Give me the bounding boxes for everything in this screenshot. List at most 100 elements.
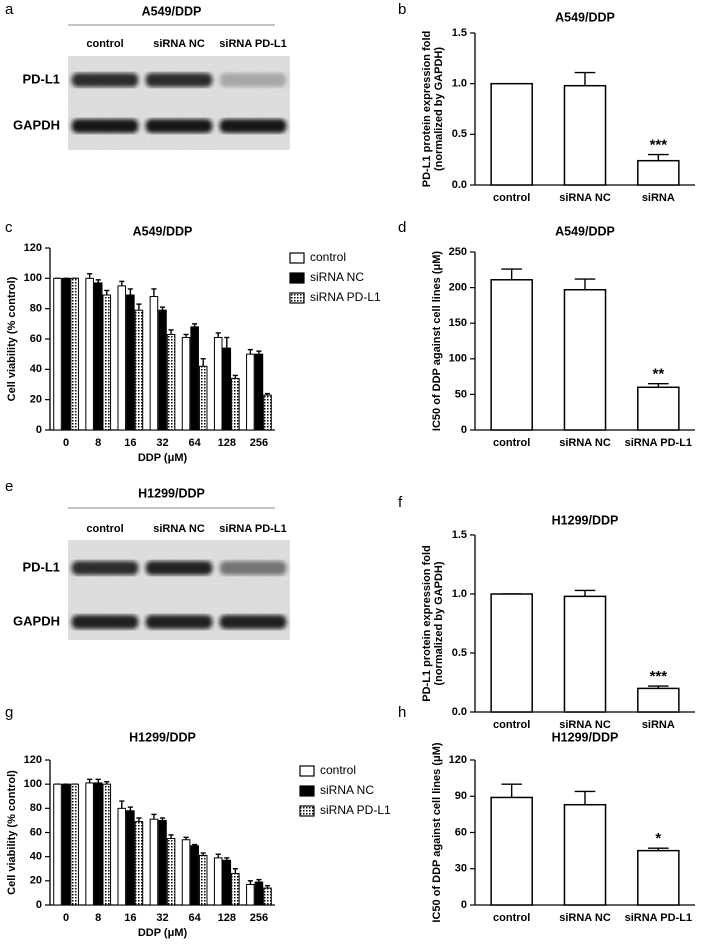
x-tick-label: 256 — [250, 437, 268, 449]
y-tick-label: 80 — [30, 802, 42, 814]
bar — [490, 593, 533, 713]
x-tick-label: 8 — [95, 912, 101, 924]
y-tick-label: 120 — [449, 754, 467, 766]
bar — [222, 859, 232, 906]
lane-label: siRNA NC — [153, 38, 205, 50]
blot-band — [145, 561, 213, 575]
y-axis-label: IC50 of DDP against cell lines (μM) — [431, 742, 443, 922]
y-tick-label: 90 — [455, 790, 467, 802]
x-tick-label: siRNA NC — [559, 437, 611, 449]
x-tick-label: siRNA — [642, 192, 675, 204]
y-tick-label: 1.0 — [452, 588, 467, 600]
blot-band — [71, 561, 139, 575]
bar — [85, 277, 94, 431]
bar — [213, 857, 223, 906]
x-tick-label: 128 — [218, 437, 236, 449]
x-tick-label: 0 — [63, 912, 69, 924]
bar — [85, 782, 94, 906]
bar — [181, 336, 191, 431]
bar — [134, 821, 144, 906]
y-tick-label: 50 — [455, 388, 467, 400]
legend-swatch — [289, 252, 305, 264]
bar — [53, 783, 62, 906]
blot-band — [71, 73, 139, 87]
bar — [231, 377, 240, 431]
bar — [490, 279, 533, 431]
y-tick-label: 100 — [24, 778, 42, 790]
x-axis-label: DDP (μM) — [138, 927, 188, 939]
y-axis-label: (normalized by GAPDH) — [433, 47, 445, 171]
y-tick-label: 0.5 — [452, 647, 467, 659]
blot-band — [145, 615, 213, 629]
x-tick-label: siRNA NC — [559, 192, 611, 204]
y-axis-label: (normalized by GAPDH) — [433, 561, 445, 685]
panel-letter: a — [5, 1, 14, 18]
significance-label: *** — [650, 137, 668, 154]
bar — [190, 845, 199, 906]
bar — [134, 309, 144, 431]
bar — [254, 353, 264, 431]
x-axis-label: DDP (μM) — [138, 452, 188, 464]
y-tick-label: 0.0 — [452, 179, 467, 191]
lane-label: control — [86, 523, 123, 535]
legend-label: siRNA PD-L1 — [320, 803, 391, 817]
lane-label: siRNA PD-L1 — [219, 523, 286, 535]
chart-title: A549/DDP — [555, 224, 615, 238]
bar — [93, 282, 103, 431]
legend-swatch — [299, 765, 315, 777]
legend-label: siRNA PD-L1 — [310, 290, 381, 304]
y-tick-label: 1.5 — [452, 27, 467, 39]
legend-label: control — [310, 250, 346, 264]
y-tick-label: 0 — [461, 424, 467, 436]
significance-label: * — [655, 830, 661, 847]
y-tick-label: 0 — [36, 899, 42, 911]
bar — [117, 807, 127, 906]
bar — [231, 873, 240, 906]
y-tick-label: 40 — [30, 363, 42, 375]
legend-swatch — [299, 785, 315, 797]
bar — [166, 838, 176, 906]
bar — [149, 818, 159, 906]
y-tick-label: 120 — [24, 242, 42, 254]
y-tick-label: 100 — [24, 272, 42, 284]
bar — [166, 333, 176, 431]
x-tick-label: siRNA — [642, 719, 675, 731]
bar — [61, 783, 71, 906]
y-tick-label: 40 — [30, 851, 42, 863]
x-tick-label: 32 — [156, 437, 168, 449]
significance-label: ** — [652, 366, 664, 383]
bar — [53, 277, 62, 431]
x-tick-label: control — [493, 912, 530, 924]
blot-title: H1299/DDP — [138, 486, 205, 500]
bar — [158, 309, 167, 431]
bar — [190, 326, 199, 431]
bar — [102, 783, 112, 906]
bar — [490, 796, 533, 906]
y-tick-label: 80 — [30, 303, 42, 315]
bar — [246, 353, 255, 431]
y-tick-label: 60 — [30, 826, 42, 838]
blot-noise — [68, 56, 290, 150]
lane-label: siRNA PD-L1 — [219, 38, 286, 50]
bar — [263, 394, 272, 431]
panel-letter: d — [398, 219, 406, 236]
bar — [93, 782, 103, 906]
x-tick-label: 64 — [189, 912, 202, 924]
blot-band — [219, 119, 287, 133]
significance-label: *** — [650, 668, 668, 685]
y-tick-label: 1.5 — [452, 529, 467, 541]
x-tick-label: siRNA PD-L1 — [625, 437, 692, 449]
blot-title: A549/DDP — [142, 4, 202, 18]
y-tick-label: 200 — [449, 282, 467, 294]
legend-label: siRNA NC — [320, 783, 374, 797]
y-tick-label: 20 — [30, 875, 42, 887]
y-axis-label: PD-L1 protein expression fold — [421, 31, 433, 187]
bar — [102, 294, 112, 431]
y-tick-label: 150 — [449, 317, 467, 329]
bar — [70, 783, 79, 906]
x-tick-label: 64 — [189, 437, 202, 449]
panel-letter: h — [398, 704, 406, 721]
bar — [117, 285, 127, 431]
x-tick-label: siRNA PD-L1 — [625, 912, 692, 924]
